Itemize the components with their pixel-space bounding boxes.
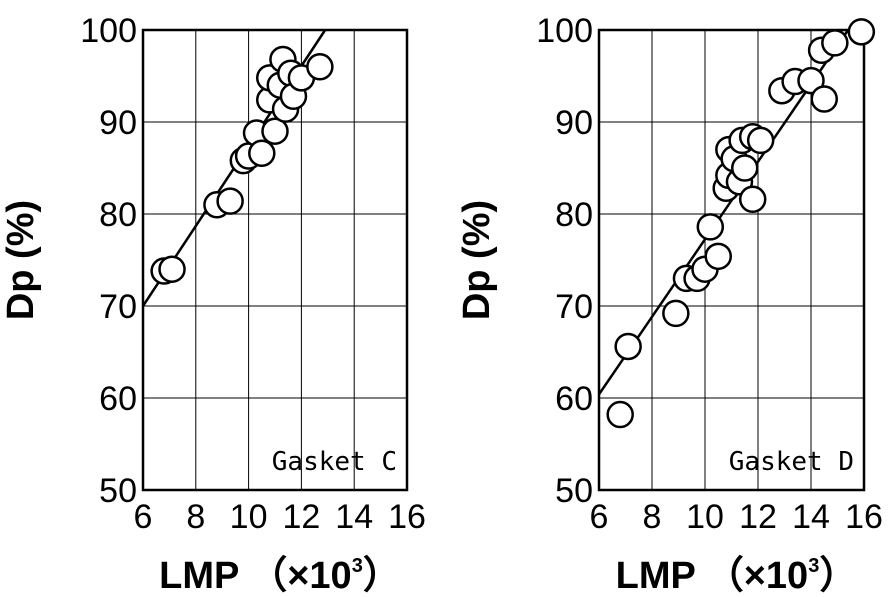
y-tick-label: 90	[555, 104, 593, 142]
x-tick-label: 16	[845, 498, 883, 536]
x-axis-label-exponent: 3	[808, 555, 819, 577]
y-tick-label: 60	[99, 380, 137, 418]
data-point	[158, 255, 186, 283]
x-tick-label: 14	[335, 498, 373, 536]
y-tick-label: 80	[555, 196, 593, 234]
x-axis-label: LMP （×103）	[159, 555, 401, 597]
x-axis-label-exponent: 3	[352, 555, 363, 577]
y-axis-label: Dp (%)	[0, 200, 42, 320]
y-tick-label: 60	[555, 380, 593, 418]
data-point	[738, 185, 767, 214]
y-axis-label: Dp (%)	[456, 200, 498, 320]
data-point	[261, 117, 289, 145]
y-tick-label: 50	[99, 472, 137, 510]
data-point	[821, 29, 849, 57]
y-tick-label: 90	[99, 104, 137, 142]
x-tick-label: 10	[230, 498, 268, 536]
data-point	[614, 332, 642, 361]
data-point	[662, 299, 690, 328]
x-tick-label: 8	[186, 498, 205, 536]
x-tick-label: 16	[388, 498, 426, 536]
y-tick-label: 100	[536, 12, 593, 50]
plot-frame	[141, 28, 409, 492]
data-point	[248, 139, 276, 168]
data-point	[847, 18, 876, 46]
x-axis-label-unit: （×10	[249, 555, 351, 597]
data-point	[731, 154, 759, 182]
y-tick-label: 70	[555, 288, 593, 326]
data-point	[606, 400, 634, 429]
x-tick-label: 6	[590, 498, 609, 536]
chart-panel-1: 6 8 10 12 14 16 50 60 70 80 90 100 Gasket C Dp (%) LMP…	[0, 12, 426, 597]
chart-panel-2: 6 8 10 12 14 16 50 60 70 80 90 100 Gasket D Dp (%) LMP…	[456, 12, 883, 597]
x-axis-label: LMP （×103）	[616, 555, 858, 597]
x-tick-label: 10	[686, 498, 724, 536]
x-axis-label-main: LMP	[616, 555, 706, 597]
x-tick-label: 6	[134, 498, 153, 536]
data-point	[696, 213, 725, 241]
data-point	[216, 187, 244, 215]
data-point	[746, 126, 775, 155]
x-tick-label: 12	[282, 498, 320, 536]
data-point	[797, 66, 825, 95]
data-point	[810, 85, 838, 113]
y-tick-label: 70	[99, 288, 137, 326]
gasket-annotation: Gasket D	[729, 447, 854, 477]
x-axis-label-unit: （×10	[706, 555, 808, 597]
x-axis-label-main: LMP	[159, 555, 249, 597]
plot-frame	[597, 28, 866, 492]
y-tick-label: 50	[555, 472, 593, 510]
data-point	[306, 53, 334, 81]
y-tick-label: 80	[99, 196, 137, 234]
y-tick-label: 100	[80, 12, 137, 50]
x-tick-label: 8	[643, 498, 662, 536]
gasket-annotation: Gasket C	[272, 447, 397, 477]
data-point	[704, 242, 732, 271]
x-axis-label-close: ）	[363, 555, 401, 597]
x-axis-label-close: ）	[819, 555, 857, 597]
x-tick-label: 12	[739, 498, 777, 536]
x-tick-label: 14	[792, 498, 830, 536]
